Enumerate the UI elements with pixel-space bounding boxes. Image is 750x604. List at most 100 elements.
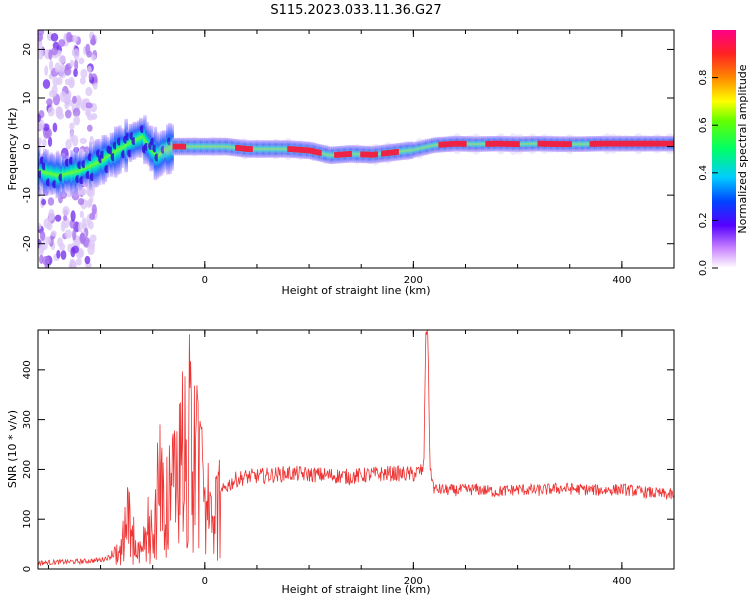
spectrogram-noise-blob: [71, 261, 77, 268]
spectrogram-core-cell: [650, 140, 654, 147]
spectrogram-band-cell: [51, 154, 55, 195]
snr-y-tick-label: 300: [22, 410, 33, 429]
spectrogram-band-cell: [216, 137, 220, 156]
spectrogram-core-cell: [560, 141, 564, 148]
spectrogram-band-cell: [399, 142, 404, 161]
spectrogram-band-cell: [474, 136, 479, 152]
snr-y-tick-label: 100: [22, 510, 33, 529]
spectrogram-core-cell: [297, 146, 301, 153]
spectrogram-band-cell: [587, 136, 591, 152]
spectrogram-noise-blob: [45, 236, 51, 245]
spectrogram-band-cell: [136, 120, 141, 158]
spectrogram-band-cell: [276, 140, 281, 158]
spectrogram-noise-blob: [60, 250, 67, 260]
spectrogram-core-cell: [556, 141, 560, 148]
spectrogram-core-cell: [176, 143, 180, 150]
spectrogram-core-cell: [463, 140, 467, 147]
spectrogram-band-cell: [128, 123, 133, 163]
spectrogram-band-cell: [378, 145, 383, 163]
spectrogram-noise-blob: [80, 68, 88, 79]
spectrogram-band-cell: [466, 136, 470, 152]
spectrogram-band-cell: [126, 129, 131, 160]
spectrogram-core-cell: [495, 140, 499, 147]
spectrogram-noise-blob: [56, 249, 61, 259]
spectrogram-band-cell: [93, 140, 97, 188]
spectrogram-band-cell: [105, 136, 110, 178]
spectrogram-band-cell: [86, 150, 91, 184]
spectrogram-band-cell: [257, 140, 262, 158]
spectrogram-band-cell: [203, 137, 208, 156]
snr-panel: 0 200 400 0 100 200 300 400 Height of straight …: [6, 329, 675, 596]
colorbar-tick-label: 0.4: [698, 165, 709, 181]
spectrogram-core-cell: [485, 140, 489, 147]
spectrogram-halo: [432, 137, 445, 153]
spectrogram-noise-blob: [64, 67, 72, 76]
spectrogram-core-cell: [656, 140, 660, 147]
spectrogram-y-axis-label: Frequency (Hz): [6, 108, 19, 191]
spectrogram-halo: [188, 136, 201, 157]
spectrogram-core-cell: [564, 141, 568, 148]
spectrogram-core-cell: [568, 141, 572, 148]
spectrogram-band-cell: [214, 137, 218, 156]
spectrogram-core-cell: [237, 145, 241, 151]
spectrogram-core-cell: [334, 152, 338, 158]
spectrogram-noise-blob: [79, 210, 85, 219]
spectrogram-core-cell: [247, 146, 251, 152]
spectrogram-y-tick-label: -10: [22, 187, 33, 203]
spectrogram-noise-blob: [47, 197, 55, 206]
spectrogram-core-cell: [562, 141, 566, 148]
spectrogram-halo: [213, 137, 226, 156]
spectrogram-core-cell: [614, 140, 618, 147]
spectrogram-band-cell: [157, 133, 162, 177]
spectrogram-band-cell: [166, 124, 170, 175]
spectrogram-halo: [326, 146, 339, 164]
spectrogram-band-cell: [410, 141, 414, 159]
spectrogram-noise-blob: [69, 122, 75, 131]
spectrogram-core-cell: [342, 151, 346, 158]
spectrogram-core-cell: [622, 140, 627, 147]
spectrogram-core-cell: [385, 150, 389, 157]
spectrogram-band-cell: [476, 136, 481, 152]
spectrogram-core-cell: [178, 143, 182, 150]
spectrogram-noise-blob: [46, 98, 53, 106]
spectrogram-panel: 0 200 400 -20 -10 0 10 20 Height of straight li…: [6, 29, 675, 297]
spectrogram-band-cell: [103, 134, 108, 183]
spectrogram-band-cell: [74, 147, 78, 197]
spectrogram-band-cell: [84, 148, 89, 188]
spectrogram-core-cell: [303, 147, 308, 154]
spectrogram-core-cell: [668, 140, 673, 147]
spectrogram-core-cell: [316, 149, 320, 156]
snr-axes: 0 200 400 0 100 200 300 400: [22, 330, 675, 587]
spectrogram-band-cell: [134, 122, 139, 158]
spectrogram-core-cell: [516, 141, 520, 148]
spectrogram-halo: [576, 136, 589, 152]
spectrogram-noise-blob: [60, 220, 66, 232]
spectrogram-noise-blob: [89, 38, 97, 46]
spectrogram-noise-blob: [59, 242, 66, 251]
spectrogram-core-cell: [381, 150, 385, 157]
spectrogram-frame: [37, 29, 675, 269]
spectrogram-core-cell: [552, 141, 556, 147]
spectrogram-band-cell: [191, 137, 195, 156]
spectrogram-core-cell: [372, 151, 376, 158]
spectrogram-core-cell: [444, 141, 448, 148]
colorbar-gradient: [712, 30, 736, 268]
spectrogram-band-cell: [220, 137, 224, 156]
spectrogram-core-cell: [616, 140, 620, 147]
spectrogram-x-axis-label: Height of straight line (km): [281, 284, 430, 297]
snr-x-tick-label: 0: [202, 576, 208, 587]
spectrogram-noise-blob: [87, 243, 95, 256]
spectrogram-band-cell: [533, 135, 537, 152]
spectrogram-y-tick-label: 10: [22, 92, 33, 105]
spectrogram-core-cell: [305, 147, 310, 154]
spectrogram-noise-blob: [54, 62, 61, 73]
snr-series-line: [38, 330, 674, 567]
spectrogram-core-cell: [514, 141, 518, 148]
spectrogram-band-cell: [82, 152, 87, 185]
spectrogram-core-cell: [499, 140, 504, 147]
spectrogram-core-cell: [174, 143, 178, 150]
spectrogram-noise-blob: [78, 57, 85, 65]
spectrogram-noise-blob: [41, 138, 47, 148]
spectrogram-band-cell: [520, 136, 525, 152]
